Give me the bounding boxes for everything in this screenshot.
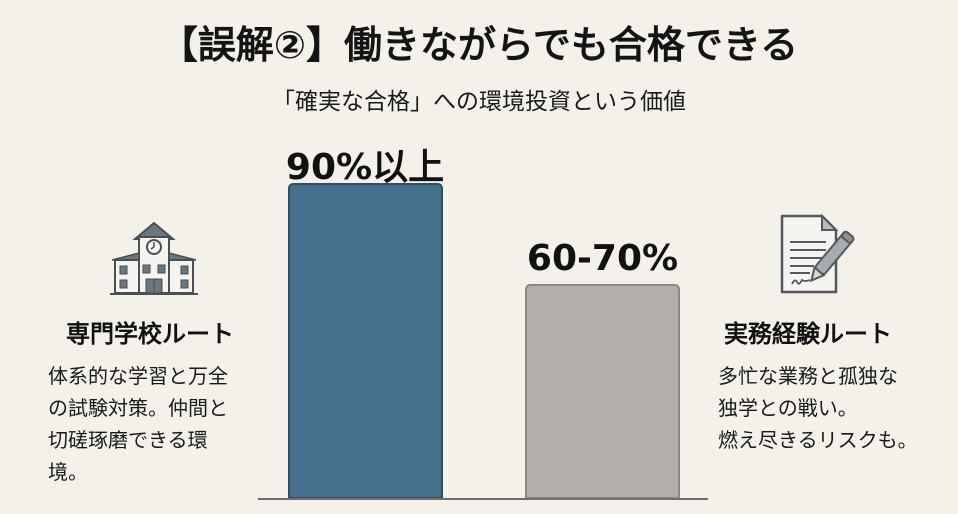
page-title: 【誤解②】働きながらでも合格できる bbox=[159, 23, 799, 67]
description-line: 切磋琢磨できる環 bbox=[48, 428, 208, 452]
page-subtitle: 「確実な合格」への環境投資という価値 bbox=[272, 89, 686, 115]
experience-route-title: 実務経験ルート bbox=[724, 320, 892, 348]
school-route-bar bbox=[288, 183, 443, 499]
experience-route-bar bbox=[525, 284, 680, 499]
description-line: 燃え尽きるリスクも。 bbox=[718, 428, 918, 452]
school-bar-label: 90%以上 bbox=[285, 147, 445, 188]
experience-route-description: 多忙な業務と孤独な 独学との戦い。 燃え尽きるリスクも。 bbox=[718, 360, 918, 456]
description-line: 境。 bbox=[48, 460, 88, 484]
chart-baseline bbox=[258, 498, 708, 500]
description-line: の試験対策。仲間と bbox=[48, 396, 228, 420]
description-line: 独学との戦い。 bbox=[718, 396, 858, 420]
school-building-icon bbox=[107, 215, 202, 300]
description-line: 多忙な業務と孤独な bbox=[718, 364, 898, 388]
description-line: 体系的な学習と万全 bbox=[48, 364, 228, 388]
experience-bar-label: 60-70% bbox=[526, 238, 679, 279]
school-route-title: 専門学校ルート bbox=[66, 320, 234, 348]
document-pen-icon bbox=[770, 210, 860, 300]
school-route-description: 体系的な学習と万全 の試験対策。仲間と 切磋琢磨できる環 境。 bbox=[48, 360, 228, 488]
